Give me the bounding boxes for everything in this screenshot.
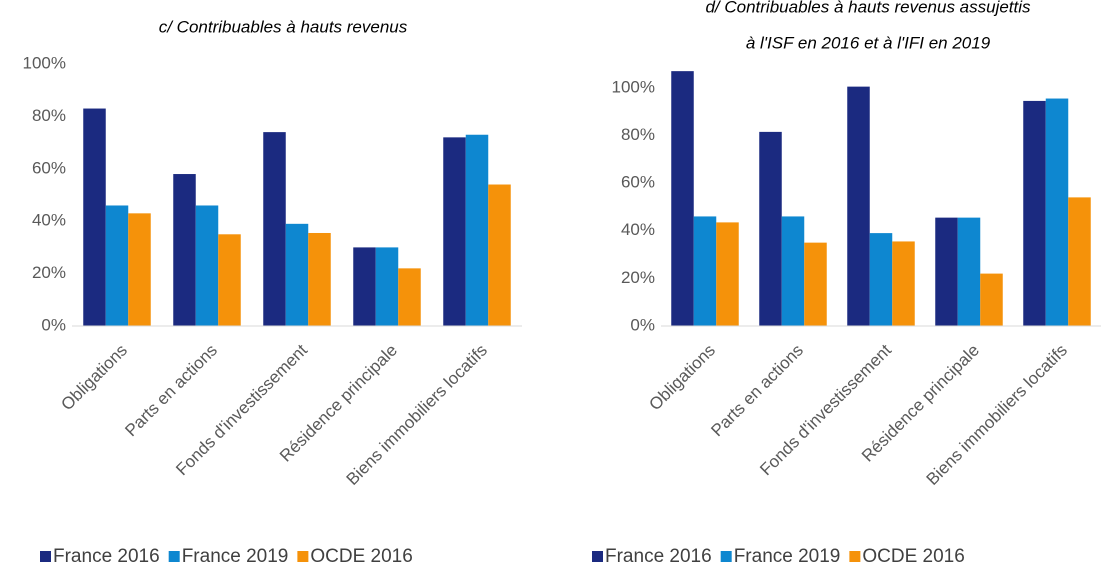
bar	[398, 268, 421, 326]
bar	[128, 213, 151, 326]
x-tick-label: Obligations	[57, 341, 131, 415]
legend-swatch	[40, 551, 51, 562]
y-tick-label: 80%	[621, 125, 655, 144]
chart-title: à l'ISF en 2016 et à l'IFI en 2019	[746, 33, 991, 52]
bar	[671, 71, 694, 327]
bar	[263, 132, 286, 326]
chart-title: d/ Contribuables à hauts revenus assujet…	[705, 0, 1031, 16]
legend-swatch	[297, 551, 309, 562]
legend-label: OCDE 2016	[310, 546, 412, 567]
bar	[935, 217, 958, 326]
bar	[759, 131, 782, 326]
bar	[443, 137, 466, 326]
bar	[804, 242, 827, 326]
legend-label: France 2016	[605, 546, 712, 567]
x-tick-label: Parts en actions	[121, 341, 221, 441]
bar	[173, 174, 196, 326]
y-tick-label: 100%	[612, 77, 655, 96]
bar	[847, 86, 870, 326]
legend-swatch	[849, 551, 861, 562]
bar	[693, 216, 717, 326]
x-tick-label: Parts en actions	[707, 341, 807, 441]
x-tick-label: Obligations	[645, 341, 719, 415]
legend-label: France 2019	[182, 546, 289, 567]
bar	[1068, 197, 1091, 326]
bar	[1023, 100, 1046, 326]
bar	[716, 222, 739, 326]
legend-swatch	[168, 551, 180, 562]
bar	[957, 217, 981, 326]
legend-label: OCDE 2016	[862, 546, 964, 567]
y-tick-label: 80%	[32, 106, 66, 125]
y-tick-label: 60%	[32, 158, 66, 177]
y-tick-label: 40%	[621, 220, 655, 239]
x-tick-label: Biens immobiliers locatifs	[923, 341, 1071, 489]
y-tick-label: 40%	[32, 211, 66, 230]
bar	[781, 216, 805, 326]
bar	[1045, 98, 1069, 326]
legend-label: France 2019	[734, 546, 841, 567]
bar	[892, 241, 915, 326]
bar	[869, 233, 893, 326]
legend-label: France 2016	[53, 546, 160, 567]
bar	[195, 205, 219, 326]
bar	[218, 234, 241, 326]
chart-title: c/ Contribuables à hauts revenus	[159, 17, 408, 36]
bar	[353, 247, 376, 326]
bar	[308, 232, 331, 326]
bar	[83, 108, 106, 326]
legend-swatch	[720, 551, 732, 562]
y-tick-label: 100%	[23, 53, 66, 72]
legend-swatch	[592, 551, 603, 562]
y-tick-label: 0%	[630, 315, 655, 334]
bar	[375, 247, 399, 326]
bar	[980, 273, 1003, 326]
bar	[285, 223, 309, 326]
y-tick-label: 20%	[621, 268, 655, 287]
y-tick-label: 60%	[621, 173, 655, 192]
bar	[105, 205, 129, 326]
bar	[465, 134, 489, 326]
y-tick-label: 20%	[32, 263, 66, 282]
y-tick-label: 0%	[41, 315, 66, 334]
bar	[488, 184, 511, 326]
